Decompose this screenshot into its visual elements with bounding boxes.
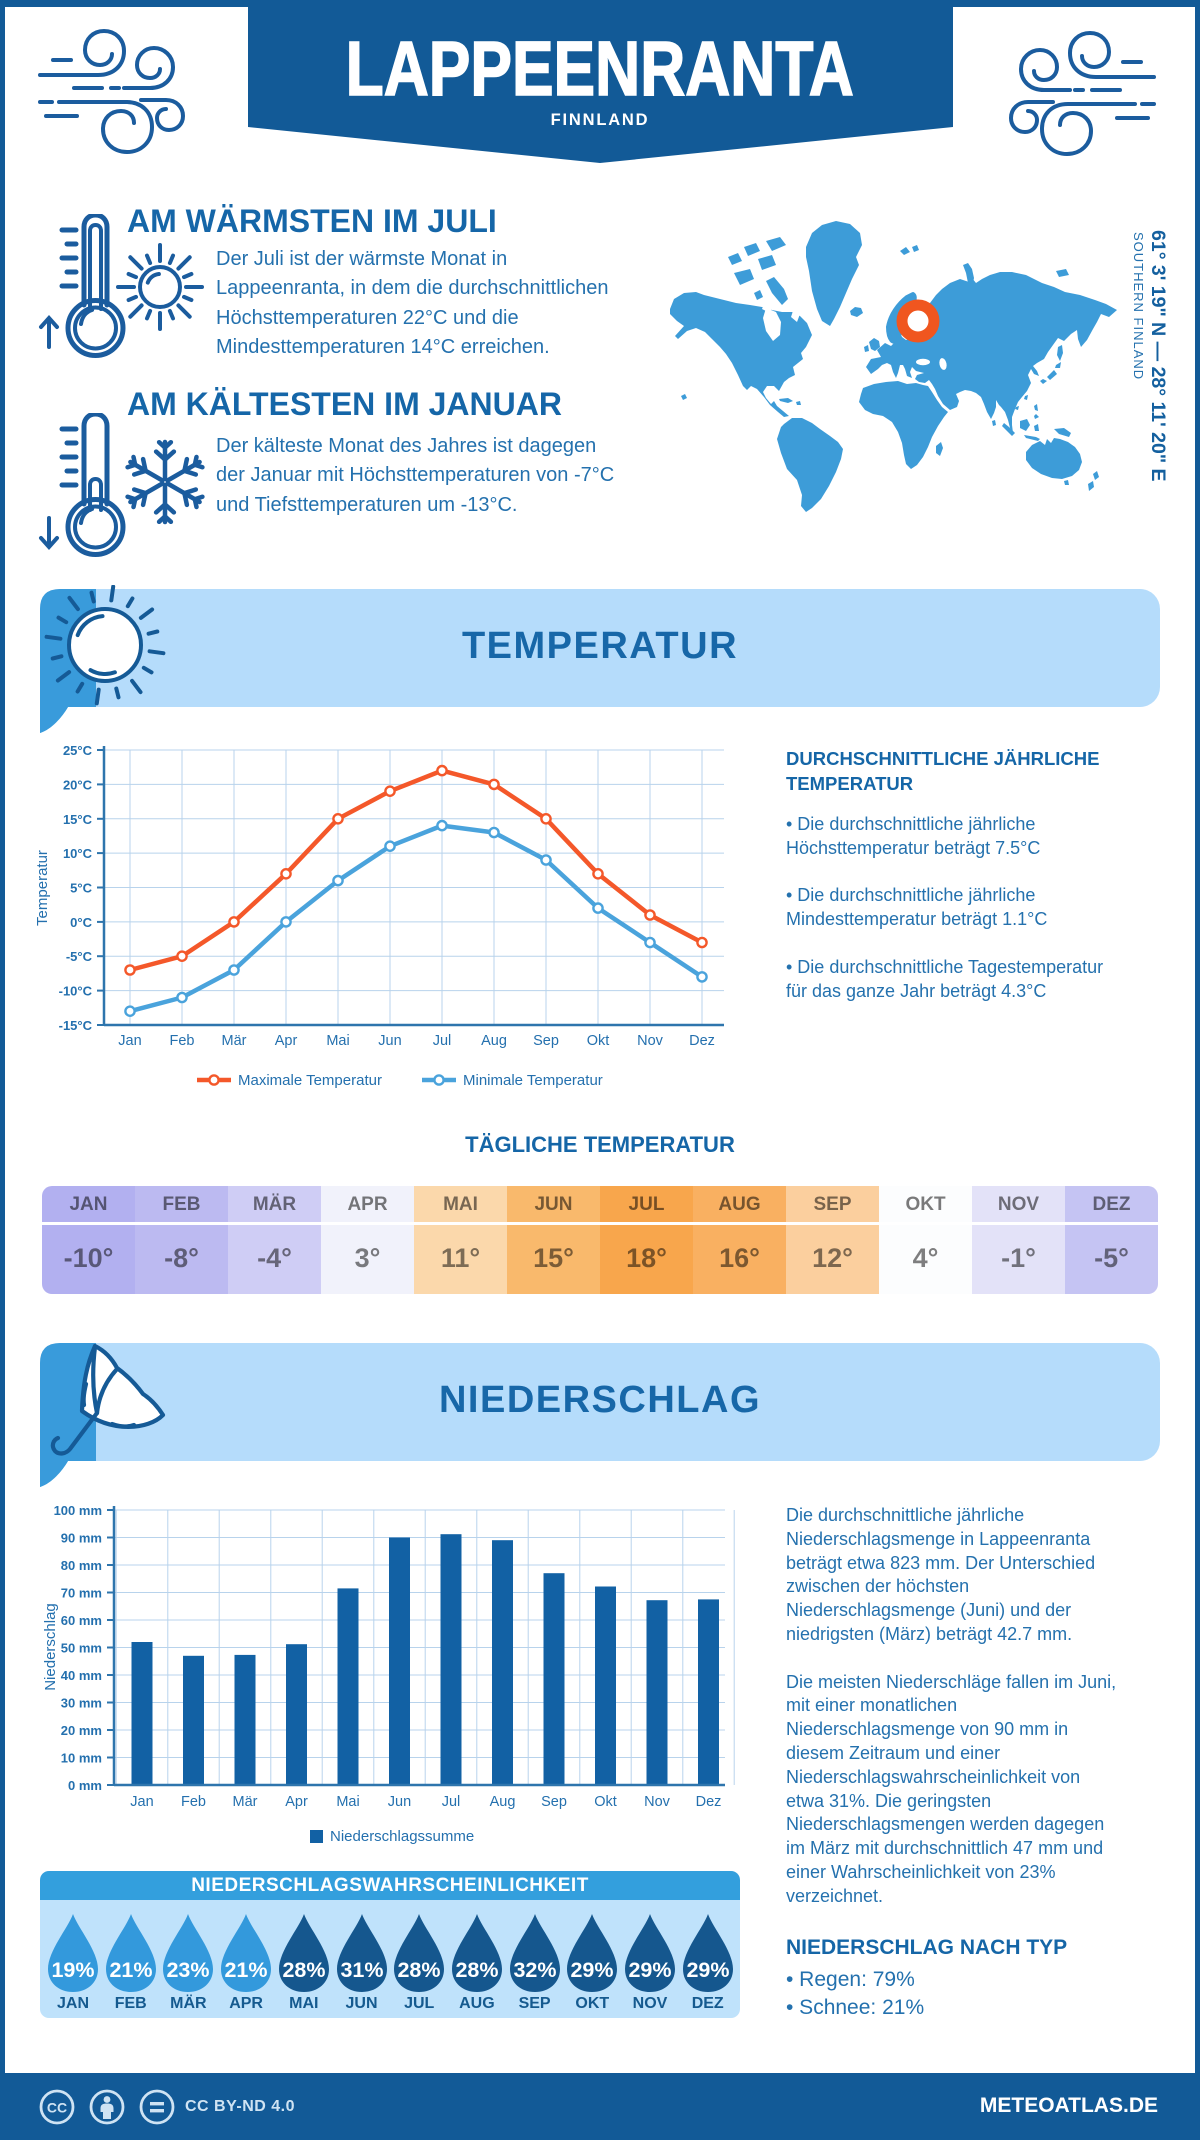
svg-text:Sep: Sep <box>533 1033 559 1049</box>
svg-text:Mär: Mär <box>222 1033 247 1049</box>
svg-text:Jan: Jan <box>118 1033 141 1049</box>
svg-text:Feb: Feb <box>181 1794 206 1810</box>
svg-text:Jan: Jan <box>130 1794 153 1810</box>
svg-text:Jun: Jun <box>378 1033 401 1049</box>
svg-text:Okt: Okt <box>594 1794 617 1810</box>
svg-text:10°C: 10°C <box>63 846 93 861</box>
svg-text:20 mm: 20 mm <box>61 1723 102 1738</box>
svg-text:29%: 29% <box>628 1958 671 1982</box>
svg-text:Jun: Jun <box>388 1794 411 1810</box>
svg-text:Minimale Temperatur: Minimale Temperatur <box>463 1072 603 1089</box>
svg-text:Mai: Mai <box>336 1794 359 1810</box>
svg-text:Maximale Temperatur: Maximale Temperatur <box>238 1072 382 1089</box>
svg-text:23%: 23% <box>167 1958 210 1982</box>
svg-text:Niederschlagssumme: Niederschlagssumme <box>330 1828 474 1845</box>
svg-text:28%: 28% <box>282 1958 325 1982</box>
svg-text:15°C: 15°C <box>63 812 93 827</box>
svg-text:-10°C: -10°C <box>59 984 93 999</box>
svg-text:-15°C: -15°C <box>59 1018 93 1033</box>
svg-text:28%: 28% <box>398 1958 441 1982</box>
svg-text:100 mm: 100 mm <box>54 1503 102 1518</box>
svg-text:Apr: Apr <box>285 1794 308 1810</box>
svg-text:Mär: Mär <box>233 1794 258 1810</box>
svg-text:5°C: 5°C <box>70 881 92 896</box>
svg-text:Dez: Dez <box>689 1033 715 1049</box>
svg-text:Temperatur: Temperatur <box>34 850 51 926</box>
svg-text:21%: 21% <box>225 1958 268 1982</box>
svg-text:32%: 32% <box>513 1958 556 1982</box>
svg-text:70 mm: 70 mm <box>61 1586 102 1601</box>
svg-text:80 mm: 80 mm <box>61 1558 102 1573</box>
svg-text:Nov: Nov <box>644 1794 671 1810</box>
svg-text:Aug: Aug <box>490 1794 516 1810</box>
svg-text:21%: 21% <box>109 1958 152 1982</box>
svg-text:10 mm: 10 mm <box>61 1751 102 1766</box>
svg-text:29%: 29% <box>686 1958 729 1982</box>
svg-text:-5°C: -5°C <box>66 949 93 964</box>
svg-text:0°C: 0°C <box>70 915 92 930</box>
svg-text:29%: 29% <box>571 1958 614 1982</box>
svg-text:25°C: 25°C <box>63 743 93 758</box>
svg-text:28%: 28% <box>455 1958 498 1982</box>
svg-text:Jul: Jul <box>433 1033 452 1049</box>
svg-text:CC: CC <box>47 2100 67 2116</box>
svg-text:20°C: 20°C <box>63 777 93 792</box>
svg-text:90 mm: 90 mm <box>61 1531 102 1546</box>
svg-text:0 mm: 0 mm <box>68 1778 102 1793</box>
svg-text:31%: 31% <box>340 1958 383 1982</box>
svg-text:Okt: Okt <box>587 1033 610 1049</box>
svg-text:Feb: Feb <box>170 1033 195 1049</box>
svg-text:50 mm: 50 mm <box>61 1641 102 1656</box>
svg-text:60 mm: 60 mm <box>61 1613 102 1628</box>
svg-text:Jul: Jul <box>442 1794 461 1810</box>
svg-text:40 mm: 40 mm <box>61 1668 102 1683</box>
svg-text:30 mm: 30 mm <box>61 1696 102 1711</box>
svg-text:Apr: Apr <box>275 1033 298 1049</box>
svg-text:Mai: Mai <box>326 1033 349 1049</box>
svg-text:Dez: Dez <box>696 1794 722 1810</box>
svg-text:Sep: Sep <box>541 1794 567 1810</box>
svg-text:Nov: Nov <box>637 1033 664 1049</box>
svg-text:Niederschlag: Niederschlag <box>42 1603 59 1691</box>
svg-text:Aug: Aug <box>481 1033 507 1049</box>
svg-text:19%: 19% <box>51 1958 94 1982</box>
